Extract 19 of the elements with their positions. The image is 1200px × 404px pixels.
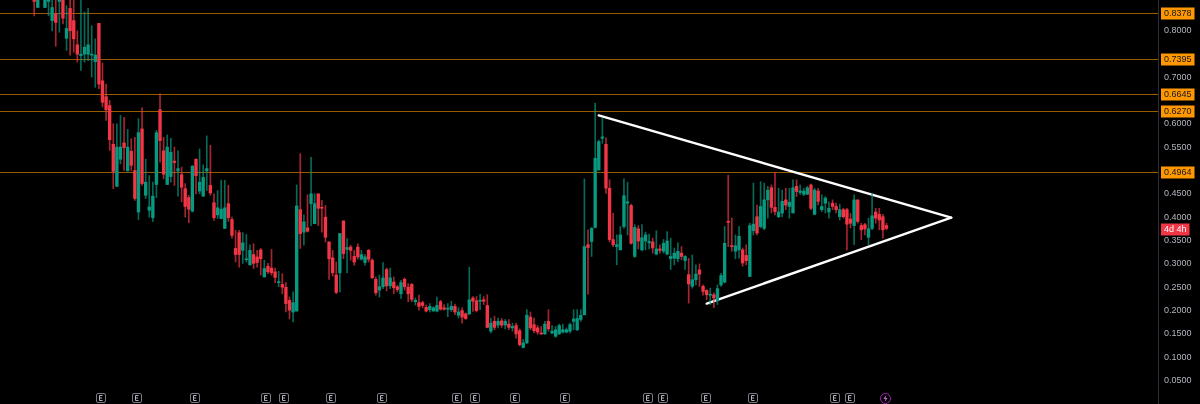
annotation: 4d 4h	[1164, 224, 1187, 235]
ref-line-label: 0.4964	[1164, 167, 1192, 178]
y-tick-label: 0.6000	[1164, 118, 1192, 129]
y-tick-label: 0.7000	[1164, 71, 1192, 82]
ref-line-label: 0.8378	[1164, 8, 1192, 19]
y-tick-label: 0.4500	[1164, 188, 1192, 199]
y-tick-label: 0.0500	[1164, 375, 1192, 386]
y-tick-label: 0.3000	[1164, 258, 1192, 269]
ref-line-label: 0.6645	[1164, 89, 1192, 100]
y-tick-label: 0.1500	[1164, 328, 1192, 339]
ref-line-label: 0.7395	[1164, 54, 1192, 65]
y-tick-label: 0.4000	[1164, 211, 1192, 222]
y-tick-label: 0.2500	[1164, 281, 1192, 292]
ref-line-label: 0.6270	[1164, 106, 1192, 117]
y-tick-label: 0.3500	[1164, 235, 1192, 246]
y-tick-label: 0.2000	[1164, 305, 1192, 316]
y-tick-label: 0.8000	[1164, 24, 1192, 35]
y-tick-label: 0.5500	[1164, 141, 1192, 152]
y-tick-label: 0.1000	[1164, 351, 1192, 362]
